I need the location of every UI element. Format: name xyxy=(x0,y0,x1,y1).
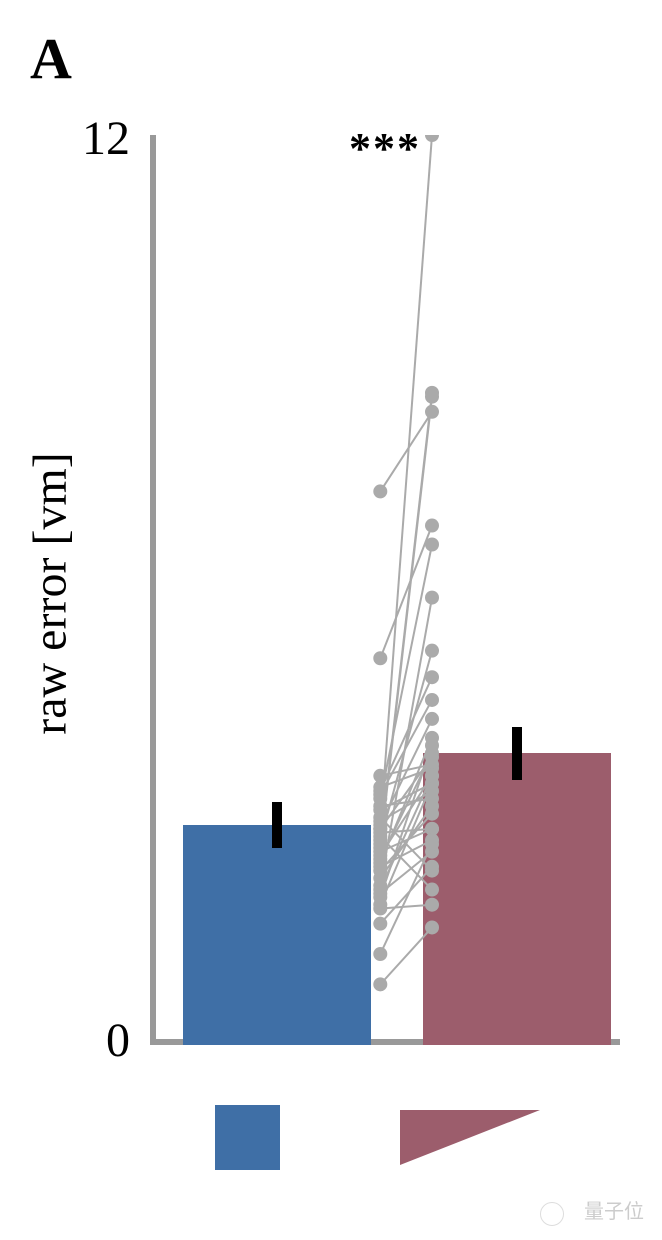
watermark-logo xyxy=(540,1202,564,1226)
legend-square-marker xyxy=(215,1105,280,1170)
paired-lines-layer xyxy=(150,135,620,1045)
legend-triangle-marker xyxy=(400,1110,540,1165)
ytick-label-max: 12 xyxy=(20,111,130,166)
ytick-label-min: 0 xyxy=(20,1013,130,1068)
watermark-text: 量子位 xyxy=(584,1195,644,1224)
y-axis-label: raw error [vm] xyxy=(23,434,78,754)
significance-label: *** xyxy=(150,123,620,174)
panel-label: A xyxy=(30,25,72,92)
bar-chart: *** xyxy=(150,135,620,1045)
